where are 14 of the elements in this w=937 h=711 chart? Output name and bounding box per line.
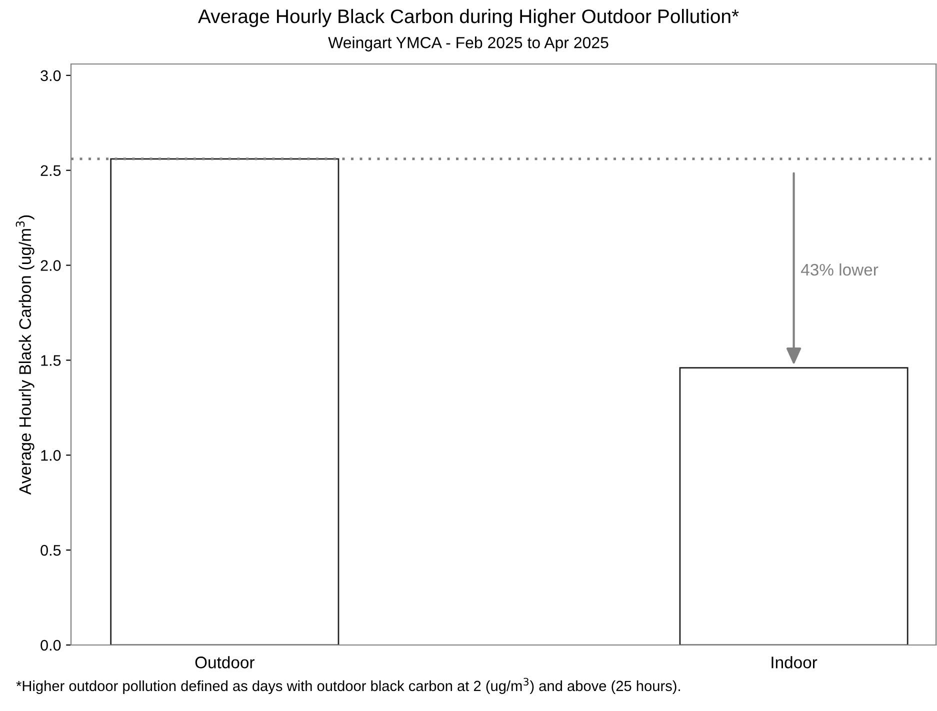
x-tick-label: Indoor [772, 656, 818, 668]
y-tick-label: 2.5 [40, 165, 61, 176]
y-tick-label: 3.0 [40, 70, 61, 82]
y-tick-label: 1.5 [41, 355, 61, 366]
chart-title: Average Hourly Black Carbon during Higher Outdoor Pollution* [198, 8, 739, 28]
y-tick-label: 0.5 [40, 544, 61, 556]
y-axis-title: Average Hourly Black Carbon (ug/m$^{3}$) [16, 215, 34, 495]
y-tick-label: 1.0 [41, 450, 61, 461]
x-tick-label: Outdoor [195, 656, 254, 668]
text: *Higher outdoor pollution defined as days with outdoor black carbon at 2 (ug/m$^{3}$) and above (25 hours). [16, 678, 680, 694]
annotation: 43% lower [800, 263, 878, 276]
y-tick-label: 0.0 [40, 640, 61, 651]
chart-subtitle: Weingart YMCA - Feb 2025 to Apr 2025 [328, 36, 608, 52]
y-tick-label: 2.0 [40, 260, 61, 271]
